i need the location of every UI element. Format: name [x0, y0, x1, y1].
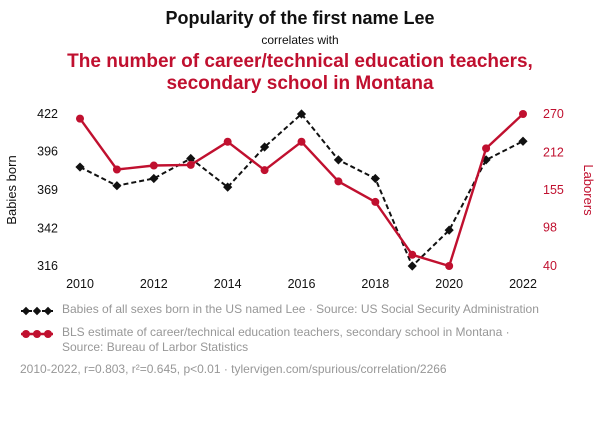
y-axis-right-tick-label: 270 — [543, 107, 564, 121]
data-point-babies — [223, 182, 233, 192]
diamond-marker-icon — [43, 306, 53, 316]
legend-label-laborers: BLS estimate of career/technical educati… — [62, 324, 510, 354]
data-point-laborers — [482, 144, 491, 153]
y-axis-right-tick-label: 155 — [543, 183, 564, 197]
correlates-with-label: correlates with — [261, 33, 339, 47]
circle-marker-icon — [44, 329, 52, 338]
y-axis-left-tick-label: 342 — [37, 222, 58, 236]
data-point-laborers — [371, 197, 380, 206]
data-point-laborers — [223, 137, 232, 146]
diamond-marker-icon — [32, 306, 42, 316]
data-point-laborers — [519, 109, 527, 118]
data-point-laborers — [149, 161, 158, 170]
circle-marker-icon — [33, 329, 41, 338]
chart-title: Popularity of the first name Lee — [165, 8, 435, 28]
legend-marker-babies-icon — [21, 306, 53, 316]
legend-item-laborers: BLS estimate of career/technical educati… — [20, 325, 540, 355]
data-point-laborers — [408, 250, 417, 259]
data-point-babies — [407, 261, 417, 271]
x-axis-tick-label: 2014 — [214, 277, 242, 291]
x-axis-tick-label: 2010 — [66, 277, 94, 291]
y-axis-left-tick-label: 422 — [37, 107, 58, 121]
data-point-babies — [481, 155, 491, 165]
data-point-laborers — [112, 165, 121, 174]
circle-marker-icon — [22, 329, 30, 338]
data-point-babies — [370, 173, 380, 183]
plot-area: Babies born Laborers 316 342 369 396 422 40 98… — [0, 98, 600, 294]
y-axis-right-tick-label: 40 — [543, 259, 557, 273]
data-point-babies — [149, 173, 159, 183]
left-axis-title: Babies born — [4, 155, 19, 225]
stats-footer: 2010-2022, r=0.803, r²=0.645, p<0.01 · t… — [20, 361, 447, 376]
data-point-laborers — [76, 114, 84, 123]
data-point-babies — [333, 155, 344, 165]
series-line-laborers — [79, 112, 524, 268]
data-point-laborers — [297, 137, 306, 146]
y-axis-right-tick-label: 212 — [543, 145, 564, 159]
legend-item-babies: Babies of all sexes born in the US named… — [20, 302, 540, 318]
data-point-babies — [75, 162, 85, 172]
line-chart-svg: 316 342 369 396 422 40 98 155 212 270 2010 2012 2014… — [37, 107, 564, 291]
data-point-laborers — [445, 261, 454, 270]
right-axis-title: Laborers — [581, 164, 596, 216]
x-axis-tick-label: 2022 — [509, 277, 537, 291]
legend-label-babies: Babies of all sexes born in the US named… — [62, 301, 539, 316]
x-axis-tick-label: 2012 — [140, 277, 168, 291]
data-point-babies — [518, 136, 528, 146]
data-point-babies — [259, 142, 270, 152]
y-axis-right-tick-label: 98 — [543, 220, 557, 234]
data-point-laborers — [260, 165, 269, 174]
x-axis-tick-label: 2016 — [288, 277, 316, 291]
data-point-babies — [296, 109, 307, 119]
x-axis-tick-label: 2020 — [435, 277, 463, 291]
data-point-babies — [112, 180, 122, 191]
y-axis-left-tick-label: 369 — [37, 183, 58, 197]
data-point-babies — [444, 225, 454, 235]
y-axis-left-tick-label: 316 — [37, 259, 58, 273]
data-point-babies — [186, 153, 196, 163]
y-axis-left-tick-label: 396 — [37, 144, 58, 158]
chart-card: Popularity of the first name Lee correla… — [0, 8, 600, 422]
diamond-marker-icon — [21, 306, 31, 316]
data-point-laborers — [334, 177, 343, 186]
chart-subtitle-red: The number of career/technical education… — [67, 51, 533, 95]
legend: Babies of all sexes born in the US named… — [20, 302, 540, 355]
x-axis-tick-label: 2018 — [361, 277, 389, 291]
legend-marker-laborers-icon — [21, 329, 53, 338]
data-point-laborers — [186, 160, 195, 169]
